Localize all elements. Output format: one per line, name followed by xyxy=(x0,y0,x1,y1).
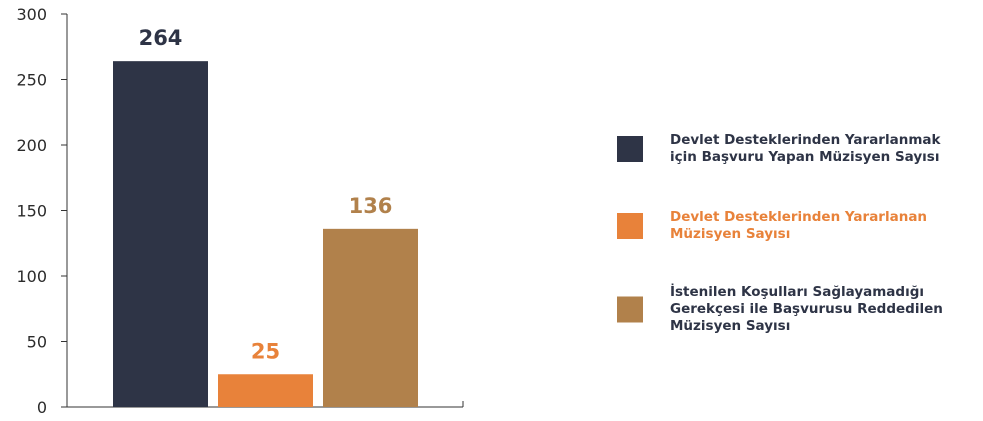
legend-label: Gerekçesi ile Başvurusu Reddedilen xyxy=(670,301,943,317)
legend-swatch xyxy=(617,136,643,162)
y-tick-label: 300 xyxy=(16,5,47,24)
legend-label: Müzisyen Sayısı xyxy=(670,318,790,334)
y-tick-label: 150 xyxy=(16,202,47,221)
legend-label: Müzisyen Sayısı xyxy=(670,226,790,242)
bars xyxy=(113,61,418,407)
bar xyxy=(113,61,208,407)
y-tick-label: 50 xyxy=(27,333,47,352)
bar xyxy=(218,374,313,407)
legend-label: Devlet Desteklerinden Yararlanmak xyxy=(670,132,941,148)
legend-label: Devlet Desteklerinden Yararlanan xyxy=(670,209,927,225)
legend-label: İstenilen Koşulları Sağlayamadığı xyxy=(670,283,924,300)
y-tick-label: 100 xyxy=(16,267,47,286)
bar-value-label: 25 xyxy=(251,339,280,363)
y-tick-label: 250 xyxy=(16,71,47,90)
legend-swatch xyxy=(617,296,643,323)
legend-label: için Başvuru Yapan Müzisyen Sayısı xyxy=(670,149,939,165)
bar-value-label: 264 xyxy=(139,26,183,50)
bar-value-label: 136 xyxy=(349,194,393,218)
legend-swatch xyxy=(617,213,643,239)
y-tick-label: 200 xyxy=(16,136,47,155)
data-labels: 264 25 136 xyxy=(139,26,393,363)
bar xyxy=(323,228,418,407)
y-tick-label: 0 xyxy=(37,398,47,417)
